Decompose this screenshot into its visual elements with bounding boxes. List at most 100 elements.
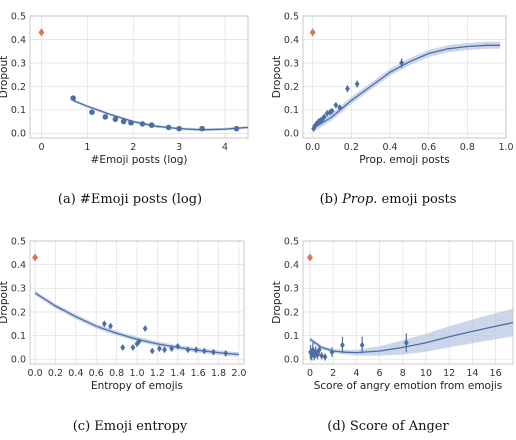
data-point-c [130, 344, 136, 351]
x-tick-label-c: 1.0 [129, 368, 144, 379]
data-point-d [316, 346, 322, 354]
x-axis-label-c: Entropy of emojis [91, 380, 183, 392]
y-tick-label-d: 0.3 [284, 284, 299, 295]
x-tick-label-c: 2.0 [231, 368, 246, 379]
data-point-c [169, 345, 175, 353]
data-point-a [128, 119, 134, 126]
x-tick-label-d: 2 [330, 368, 336, 379]
data-point-c [101, 320, 107, 328]
caption-d: (d) Score of Anger [327, 419, 449, 434]
data-point-a [120, 118, 127, 125]
fit-line-a [72, 99, 248, 131]
y-tick-label-d: 0.1 [284, 331, 299, 342]
data-point-b [399, 59, 404, 67]
panel-a: 0.0 0.1 0.2 0.3 0.4 0.5 0 1 2 3 4 #Emoji posts (log… [0, 11, 249, 166]
data-point-b [314, 120, 319, 128]
y-tick-label-d: 0.5 [284, 236, 299, 247]
data-point-d [329, 348, 335, 356]
data-point-c [149, 347, 155, 355]
x-tick-label-b: 1.0 [498, 142, 513, 153]
panel-c: 0.0 0.1 0.2 0.3 0.4 0.5 0.0 0.2 0.4 0.6 0.8 1.0 1.2 1… [0, 236, 246, 392]
panel-b: 0.0 0.1 0.2 0.3 0.4 0.5 0.0 0.2 0.4 0.6 0.8 1.0 Prop… [271, 11, 514, 166]
y-tick-label-b: 0.3 [284, 58, 299, 69]
zero-emoji-marker-c [32, 253, 39, 262]
y-tick-label-a: 0.4 [11, 35, 26, 46]
caption-b-rest: emoji posts [377, 192, 456, 207]
x-tick-label-d: 14 [466, 368, 478, 379]
plot-area-c [34, 290, 239, 357]
x-tick-label-a: 2 [130, 142, 136, 153]
x-tick-label-a: 1 [84, 142, 90, 153]
caption-a: (a) #Emoji posts (log) [58, 192, 202, 207]
data-point-d [322, 353, 328, 361]
data-point-a [199, 125, 205, 132]
plot-frame-c [29, 240, 245, 365]
data-point-a [112, 116, 119, 123]
data-point-a [233, 125, 240, 132]
caption-b-italic: Prop. [341, 192, 377, 207]
x-axis-label-a: #Emoji posts (log) [91, 154, 188, 166]
x-tick-label-a: 3 [176, 142, 182, 153]
y-axis-label-a: Dropout [0, 56, 10, 98]
data-point-b [329, 107, 335, 115]
data-point-c [201, 347, 207, 355]
data-point-a [89, 109, 95, 115]
zero-emoji-marker-b [309, 28, 316, 37]
x-tick-label-b: 0.2 [344, 142, 359, 153]
x-tick-label-a: 4 [222, 142, 228, 153]
data-point-c [134, 340, 140, 348]
data-point-c [211, 348, 216, 356]
y-tick-label-a: 0.1 [11, 105, 26, 116]
data-point-c [142, 325, 148, 332]
data-point-c [157, 345, 162, 353]
data-point-b [354, 80, 360, 88]
data-point-d [403, 339, 409, 347]
y-tick-label-d: 0.2 [284, 307, 299, 318]
y-tick-label-c: 0.3 [11, 284, 26, 295]
y-tick-label-a: 0.3 [11, 58, 26, 69]
data-point-b [345, 85, 350, 93]
data-point-d [319, 352, 324, 360]
x-tick-label-c: 0.6 [89, 368, 104, 379]
y-tick-label-d: 0.4 [284, 260, 299, 271]
data-point-d [309, 351, 315, 358]
data-point-d [310, 346, 316, 354]
x-tick-label-b: 0.6 [421, 142, 436, 153]
data-point-a [165, 124, 172, 131]
caption-b: (b) Prop. emoji posts [320, 192, 457, 207]
y-tick-label-b: 0.4 [284, 35, 299, 46]
x-axis-label-d: Score of angry emotion from emojis [314, 380, 503, 392]
x-tick-label-b: 0.4 [382, 142, 397, 153]
x-tick-label-c: 0.2 [48, 368, 63, 379]
data-point-d [359, 341, 365, 349]
x-tick-label-c: 0.0 [28, 368, 43, 379]
y-tick-label-b: 0.5 [284, 11, 299, 22]
y-tick-label-a: 0.5 [11, 11, 26, 22]
fit-line-b [312, 44, 501, 130]
data-point-a [148, 122, 155, 128]
y-tick-label-c: 0.0 [11, 355, 26, 366]
data-point-a [102, 114, 109, 120]
data-point-b [316, 118, 321, 125]
x-tick-label-d: 8 [400, 368, 406, 379]
confidence-band-a [73, 99, 248, 132]
y-tick-label-a: 0.2 [11, 82, 26, 93]
data-point-b [324, 109, 330, 117]
y-axis-label-c: Dropout [0, 281, 10, 323]
x-tick-label-d: 12 [443, 368, 455, 379]
x-tick-label-b: 0.8 [460, 142, 475, 153]
y-tick-label-d: 0.0 [284, 355, 299, 366]
plot-area-a [70, 95, 248, 132]
data-point-b [333, 101, 339, 109]
data-point-c [185, 346, 191, 354]
x-tick-label-a: 0 [38, 142, 44, 153]
plot-frame-b [302, 15, 507, 139]
y-tick-label-c: 0.4 [11, 260, 26, 271]
data-point-d [308, 348, 313, 356]
y-tick-label-c: 0.5 [11, 236, 26, 247]
data-point-c [108, 322, 113, 330]
x-tick-label-d: 4 [353, 368, 359, 379]
y-tick-label-b: 0.1 [284, 105, 299, 116]
data-point-d [311, 352, 317, 360]
